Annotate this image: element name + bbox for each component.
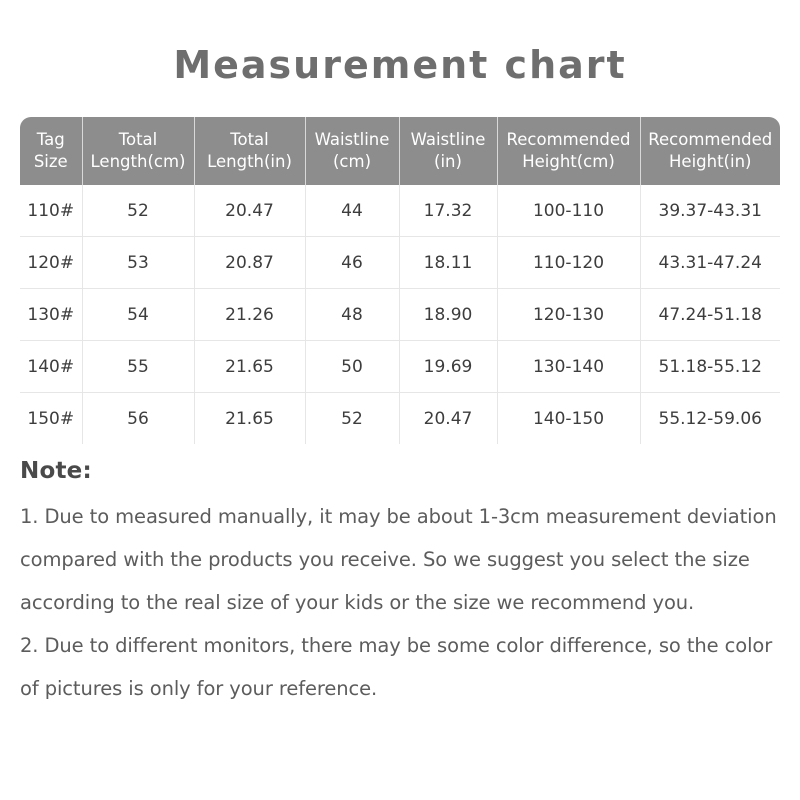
table-row: 110# 52 20.47 44 17.32 100-110 39.37-43.… (20, 185, 780, 237)
cell-waistline-in: 18.90 (399, 288, 498, 341)
column-header-tag-size: Tag Size (20, 117, 83, 185)
table-row: 130# 54 21.26 48 18.90 120-130 47.24-51.… (20, 288, 780, 341)
column-header-waistline-in: Waistline (in) (399, 117, 498, 185)
cell-total-length-cm: 54 (82, 288, 195, 341)
table-row: 150# 56 21.65 52 20.47 140-150 55.12-59.… (20, 392, 780, 444)
cell-tag-size: 150# (20, 392, 83, 444)
cell-recommended-height-in: 51.18-55.12 (640, 340, 780, 393)
measurement-table: Tag Size Total Length(cm) Total Length(i… (20, 117, 780, 444)
cell-total-length-in: 21.65 (194, 392, 306, 444)
cell-waistline-cm: 46 (305, 236, 400, 289)
cell-total-length-in: 21.65 (194, 340, 306, 393)
cell-recommended-height-in: 55.12-59.06 (640, 392, 780, 444)
cell-waistline-in: 17.32 (399, 185, 498, 237)
cell-total-length-cm: 55 (82, 340, 195, 393)
column-header-total-length-cm: Total Length(cm) (82, 117, 195, 185)
cell-waistline-in: 19.69 (399, 340, 498, 393)
cell-total-length-in: 20.87 (194, 236, 306, 289)
cell-total-length-cm: 56 (82, 392, 195, 444)
cell-tag-size: 140# (20, 340, 83, 393)
measurement-table-container: Tag Size Total Length(cm) Total Length(i… (20, 117, 780, 444)
notes-heading: Note: (20, 458, 92, 484)
cell-total-length-in: 20.47 (194, 185, 306, 237)
cell-recommended-height-cm: 130-140 (497, 340, 641, 393)
table-row: 120# 53 20.87 46 18.11 110-120 43.31-47.… (20, 236, 780, 289)
column-header-recommended-height-cm: Recommended Height(cm) (497, 117, 641, 185)
cell-recommended-height-in: 43.31-47.24 (640, 236, 780, 289)
cell-recommended-height-cm: 110-120 (497, 236, 641, 289)
table-header: Tag Size Total Length(cm) Total Length(i… (20, 117, 780, 185)
cell-tag-size: 120# (20, 236, 83, 289)
column-header-recommended-height-in: Recommended Height(in) (640, 117, 780, 185)
cell-tag-size: 130# (20, 288, 83, 341)
cell-recommended-height-cm: 140-150 (497, 392, 641, 444)
cell-total-length-cm: 52 (82, 185, 195, 237)
note-item-1: 1. Due to measured manually, it may be a… (20, 505, 777, 614)
cell-total-length-cm: 53 (82, 236, 195, 289)
column-header-total-length-in: Total Length(in) (194, 117, 306, 185)
cell-recommended-height-cm: 100-110 (497, 185, 641, 237)
cell-waistline-cm: 48 (305, 288, 400, 341)
cell-total-length-in: 21.26 (194, 288, 306, 341)
note-item-2: 2. Due to different monitors, there may … (20, 634, 773, 700)
table-body: 110# 52 20.47 44 17.32 100-110 39.37-43.… (20, 185, 780, 444)
table-row: 140# 55 21.65 50 19.69 130-140 51.18-55.… (20, 340, 780, 393)
cell-recommended-height-in: 39.37-43.31 (640, 185, 780, 237)
page-title: Measurement chart (173, 43, 627, 87)
notes-section: Note: 1. Due to measured manually, it ma… (20, 455, 785, 710)
cell-waistline-in: 18.11 (399, 236, 498, 289)
cell-waistline-cm: 44 (305, 185, 400, 237)
column-header-waistline-cm: Waistline (cm) (305, 117, 400, 185)
cell-waistline-in: 20.47 (399, 392, 498, 444)
cell-recommended-height-cm: 120-130 (497, 288, 641, 341)
cell-tag-size: 110# (20, 185, 83, 237)
cell-waistline-cm: 52 (305, 392, 400, 444)
cell-recommended-height-in: 47.24-51.18 (640, 288, 780, 341)
cell-waistline-cm: 50 (305, 340, 400, 393)
table-header-row: Tag Size Total Length(cm) Total Length(i… (20, 117, 780, 185)
